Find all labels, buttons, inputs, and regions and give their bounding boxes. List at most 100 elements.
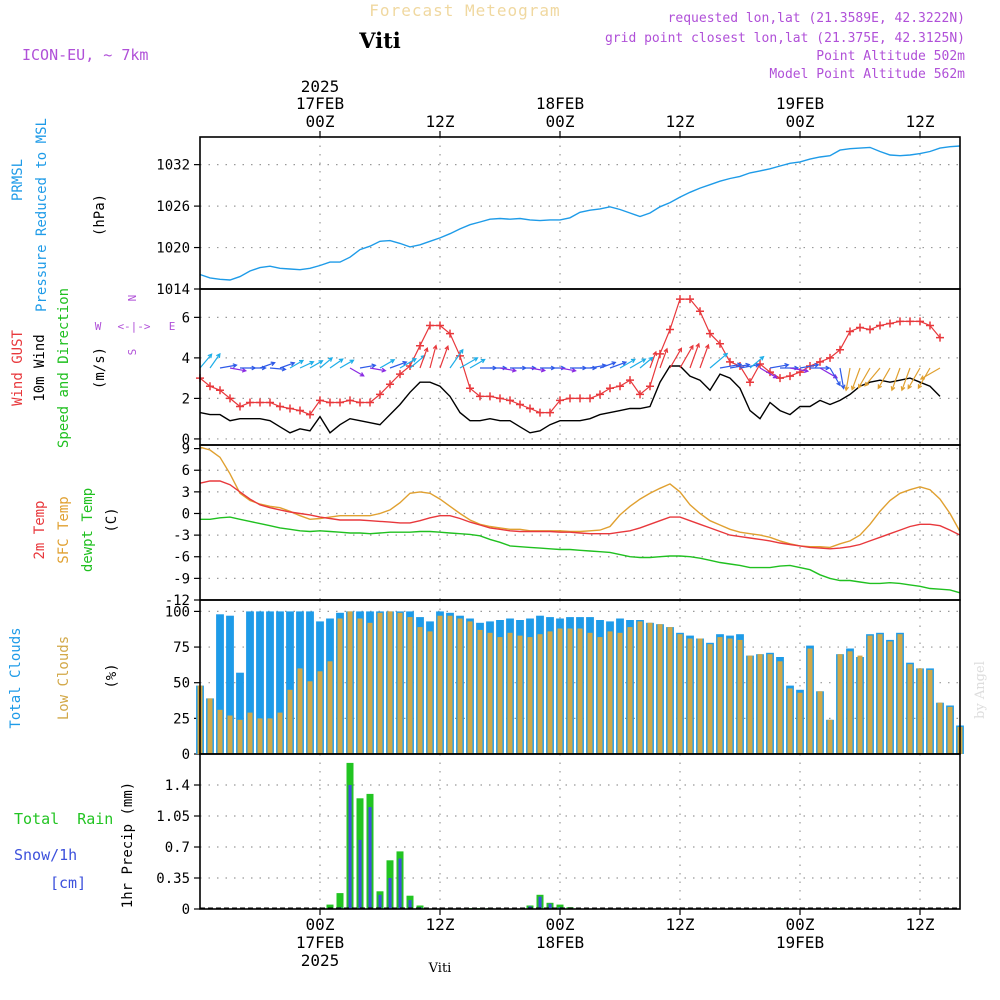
wind-direction-arrow	[759, 367, 778, 379]
panel-frame	[199, 288, 961, 446]
gust-marker	[636, 390, 644, 399]
low-cloud-bar	[317, 671, 323, 754]
y-tick-label: 0	[182, 506, 190, 522]
y-tick-label: 1026	[156, 199, 190, 215]
low-cloud-bar	[667, 627, 673, 754]
rain-bar	[556, 904, 564, 909]
gust-marker	[536, 408, 544, 417]
low-cloud-bar	[487, 632, 493, 754]
rain-bar	[326, 904, 334, 909]
low-cloud-bar	[437, 615, 443, 754]
snow-label: Snow/1h	[14, 846, 77, 864]
compass-south: S	[126, 349, 139, 356]
gust-marker	[706, 329, 714, 338]
gust-marker	[726, 357, 734, 366]
wind-unit-label: (m/s)	[92, 347, 108, 389]
chart-title: Forecast Meteogram	[369, 1, 560, 20]
low-cloud-bar	[447, 615, 453, 754]
temp-unit-label: (C)	[104, 507, 120, 532]
top-hour-label: 00Z	[306, 112, 335, 131]
low-cloud-bar	[587, 632, 593, 754]
y-tick-label: 1032	[156, 158, 190, 174]
compass-rose: W <-|-> E N S	[95, 295, 176, 356]
low-cloud-bar	[797, 692, 803, 754]
y-tick-label: 4	[182, 351, 190, 367]
wind-direction-arrow	[850, 367, 861, 391]
low-cloud-bar	[937, 702, 943, 754]
gust-marker	[476, 392, 484, 401]
wind-direction-arrow	[839, 367, 846, 390]
y-tick-label: 1020	[156, 241, 190, 257]
wind-direction-arrow	[419, 346, 429, 369]
low-cloud-bar	[567, 628, 573, 754]
low-cloud-bar	[717, 637, 723, 754]
gust-marker	[586, 394, 594, 403]
low-cloud-bar	[497, 637, 503, 754]
low-cloud-bar	[557, 628, 563, 754]
gust-marker	[446, 329, 454, 338]
low-cloud-bar	[597, 637, 603, 754]
wind-direction-arrow	[329, 358, 344, 369]
gust-marker	[256, 398, 264, 407]
low-cloud-bar	[947, 706, 953, 754]
low-cloud-bar	[687, 638, 693, 754]
requested-coords: requested lon,lat (21.3589E, 42.3222N)	[668, 11, 965, 26]
y-tick-label: -6	[173, 550, 190, 566]
y-tick-label: 9	[182, 442, 190, 458]
bottom-hour-label: 12Z	[426, 915, 455, 934]
low-cloud-bar	[877, 634, 883, 754]
wind-direction-arrow	[919, 367, 941, 380]
top-date-label: 19FEB	[776, 94, 824, 113]
low-cloud-bar	[347, 611, 353, 754]
top-hour-label: 12Z	[666, 112, 695, 131]
low-cloud-bar	[617, 632, 623, 754]
gust-marker	[666, 325, 674, 334]
temp-2m-line	[199, 480, 961, 550]
snow-bar	[538, 896, 542, 909]
point-altitude: Point Altitude 502m	[816, 49, 965, 64]
low-cloud-bar	[807, 648, 813, 754]
gust-marker	[576, 394, 584, 403]
gust-marker	[656, 349, 664, 358]
wind-direction-arrow	[529, 367, 547, 373]
y-tick-label: 0	[182, 747, 190, 763]
low-cloud-bar	[467, 621, 473, 754]
wind-direction-arrow	[459, 357, 479, 369]
compass-east: E	[169, 320, 176, 333]
wind-labels: Wind GUST 10m Wind Speed and Direction (…	[10, 288, 175, 448]
y-tick-label: 0	[182, 432, 190, 448]
low-cloud-bar	[477, 629, 483, 754]
wind-direction-arrow	[917, 367, 931, 390]
wind-direction-arrow	[669, 347, 683, 369]
low-cloud-bar	[537, 634, 543, 754]
snow-bar	[368, 807, 372, 909]
wind-direction-arrow	[749, 355, 765, 369]
wind-speed-line	[199, 365, 941, 434]
gust-marker	[906, 317, 914, 326]
low-clouds-label: Low Clouds	[56, 636, 72, 720]
total-cloud-bar	[286, 611, 294, 754]
gust-marker	[526, 404, 534, 413]
wind-direction-arrow	[449, 348, 464, 369]
gust-marker	[356, 398, 364, 407]
gust-marker	[786, 372, 794, 381]
panel-precip: 0 0.35 0.7 1.05 1.4	[156, 754, 960, 918]
wind-direction-arrow	[864, 367, 881, 387]
snow-bar	[358, 839, 362, 909]
gust-marker	[516, 400, 524, 409]
y-tick-label: 6	[182, 310, 190, 326]
pressure-msl-label: Pressure Reduced to MSL	[34, 118, 50, 312]
low-cloud-bar	[727, 638, 733, 754]
top-hour-label: 12Z	[906, 112, 935, 131]
wind-10m-label: 10m Wind	[32, 334, 48, 401]
y-tick-label: -9	[173, 571, 190, 587]
wind-direction-arrow	[369, 367, 387, 373]
bottom-date-label: 18FEB	[536, 933, 584, 952]
wind-direction-arrow	[490, 365, 508, 371]
top-hour-label: 00Z	[786, 112, 815, 131]
low-cloud-bar	[307, 681, 313, 754]
low-cloud-bar	[297, 668, 303, 754]
pressure-labels: PRMSL Pressure Reduced to MSL (hPa)	[10, 118, 108, 312]
